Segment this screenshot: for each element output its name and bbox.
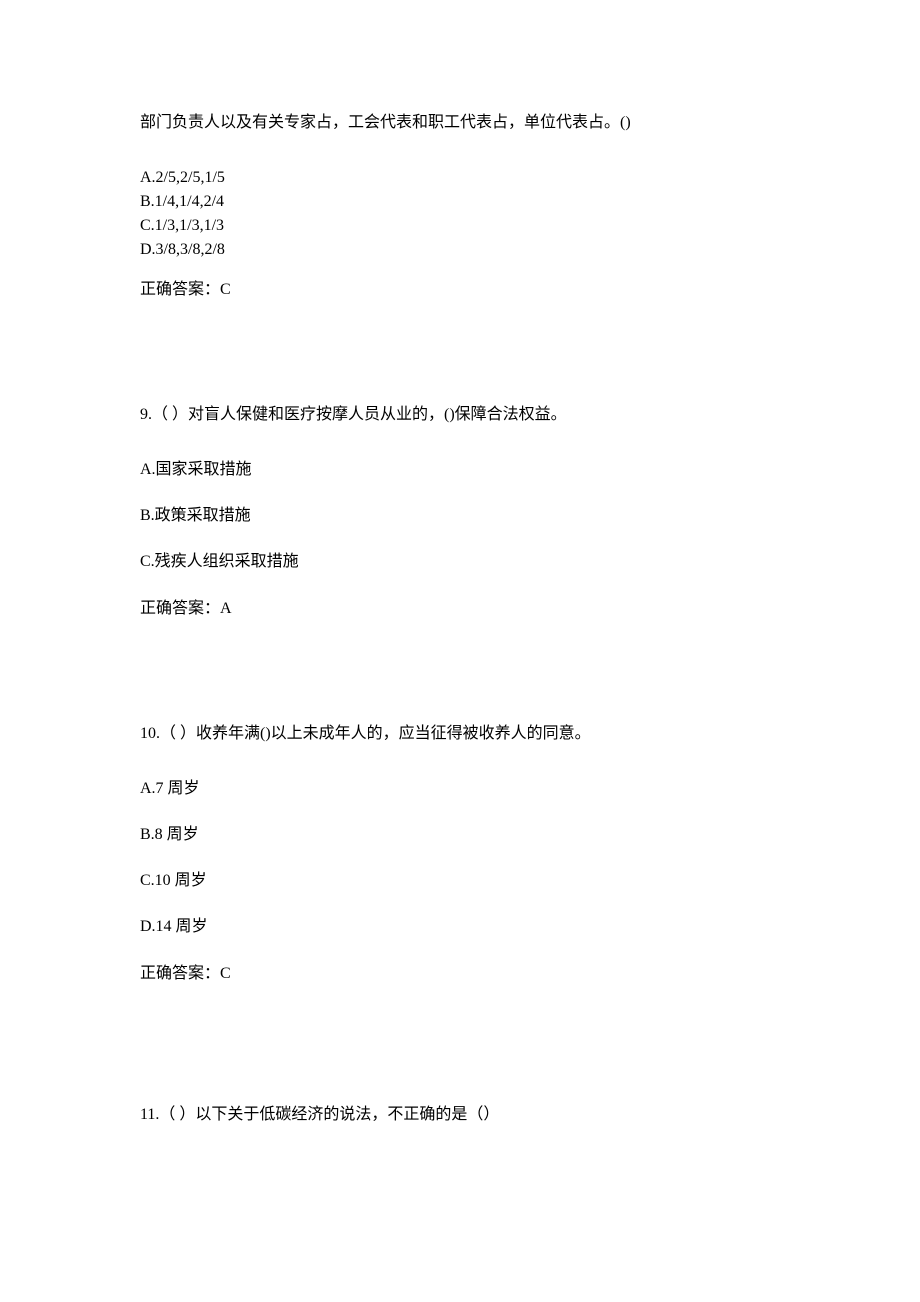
question-10: 10.（ ）收养年满()以上未成年人的，应当征得被收养人的同意。 A.7 周岁 … — [140, 721, 780, 986]
question-8-options: A.2/5,2/5,1/5 B.1/4,1/4,2/4 C.1/3,1/3,1/… — [140, 166, 780, 262]
option-b: B.1/4,1/4,2/4 — [140, 190, 780, 214]
question-9-options: A.国家采取措施 B.政策采取措施 C.残疾人组织采取措施 — [140, 458, 780, 574]
question-8-continuation: 部门负责人以及有关专家占，工会代表和职工代表占，单位代表占。() A.2/5,2… — [140, 110, 780, 302]
option-c: C.残疾人组织采取措施 — [140, 550, 780, 574]
option-b: B.政策采取措施 — [140, 504, 780, 528]
option-c: C.1/3,1/3,1/3 — [140, 214, 780, 238]
question-9-answer: 正确答案：A — [140, 596, 780, 622]
option-a: A.国家采取措施 — [140, 458, 780, 482]
question-11: 11.（ ）以下关于低碳经济的说法，不正确的是（） — [140, 1102, 780, 1128]
option-c: C.10 周岁 — [140, 869, 780, 893]
question-10-options: A.7 周岁 B.8 周岁 C.10 周岁 D.14 周岁 — [140, 777, 780, 939]
option-d: D.3/8,3/8,2/8 — [140, 238, 780, 262]
question-11-text: 11.（ ）以下关于低碳经济的说法，不正确的是（） — [140, 1102, 780, 1128]
question-8-text: 部门负责人以及有关专家占，工会代表和职工代表占，单位代表占。() — [140, 110, 780, 136]
question-8-answer: 正确答案：C — [140, 277, 780, 303]
option-d: D.14 周岁 — [140, 915, 780, 939]
question-9: 9.（ ）对盲人保健和医疗按摩人员从业的，()保障合法权益。 A.国家采取措施 … — [140, 402, 780, 621]
question-10-text: 10.（ ）收养年满()以上未成年人的，应当征得被收养人的同意。 — [140, 721, 780, 747]
option-b: B.8 周岁 — [140, 823, 780, 847]
question-9-text: 9.（ ）对盲人保健和医疗按摩人员从业的，()保障合法权益。 — [140, 402, 780, 428]
option-a: A.2/5,2/5,1/5 — [140, 166, 780, 190]
question-10-answer: 正确答案：C — [140, 961, 780, 987]
option-a: A.7 周岁 — [140, 777, 780, 801]
